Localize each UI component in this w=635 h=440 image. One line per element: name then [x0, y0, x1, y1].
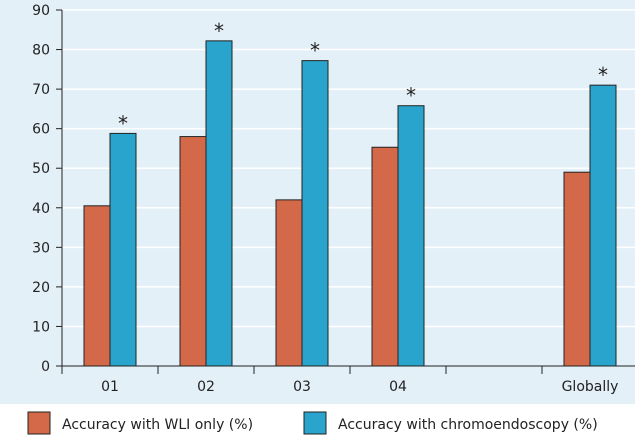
- bar-wli-only: [563, 171, 591, 367]
- axis-layer: 0 10 20 30 40 50 60 70 80 90 01 02 03 04 Globally: [32, 3, 635, 395]
- y-tick-label: 50: [32, 161, 50, 177]
- y-tick-label: 90: [32, 3, 50, 19]
- bar-wli-only: [275, 199, 303, 367]
- bar-chromoendoscopy: [589, 84, 617, 367]
- grid-layer: [62, 9, 635, 328]
- x-tick-label: 04: [389, 379, 407, 395]
- bar-layer: [83, 40, 617, 367]
- y-tick-label: 70: [32, 82, 50, 98]
- annotation-layer: * * * * *: [118, 19, 608, 136]
- x-tick-label: 01: [101, 379, 119, 395]
- x-tick-label: 02: [197, 379, 215, 395]
- legend-label: Accuracy with WLI only (%): [62, 417, 253, 433]
- legend-swatch: [27, 411, 51, 435]
- x-tick-label: 03: [293, 379, 311, 395]
- legend-label: Accuracy with chromoendoscopy (%): [338, 417, 598, 433]
- bar-wli-only: [83, 205, 111, 367]
- legend: Accuracy with WLI only (%) Accuracy with …: [27, 411, 598, 435]
- bar-chromoendoscopy: [301, 60, 329, 367]
- y-tick-label: 0: [41, 359, 50, 375]
- bar-wli-only: [179, 136, 207, 367]
- significance-marker: *: [406, 84, 416, 108]
- significance-marker: *: [598, 63, 608, 87]
- bar-chromoendoscopy: [109, 132, 137, 367]
- bar-chromoendoscopy: [205, 40, 233, 367]
- y-tick-label: 80: [32, 43, 50, 59]
- x-tick-label: Globally: [562, 379, 619, 395]
- legend-swatch: [303, 411, 327, 435]
- significance-marker: *: [310, 39, 320, 63]
- bar-chromoendoscopy: [397, 105, 425, 367]
- y-tick-label: 40: [32, 201, 50, 217]
- y-tick-label: 20: [32, 280, 50, 296]
- bar-wli-only: [371, 146, 399, 367]
- significance-marker: *: [118, 111, 128, 135]
- y-tick-label: 10: [32, 319, 50, 335]
- y-tick-label: 60: [32, 122, 50, 138]
- y-tick-label: 30: [32, 240, 50, 256]
- significance-marker: *: [214, 19, 224, 43]
